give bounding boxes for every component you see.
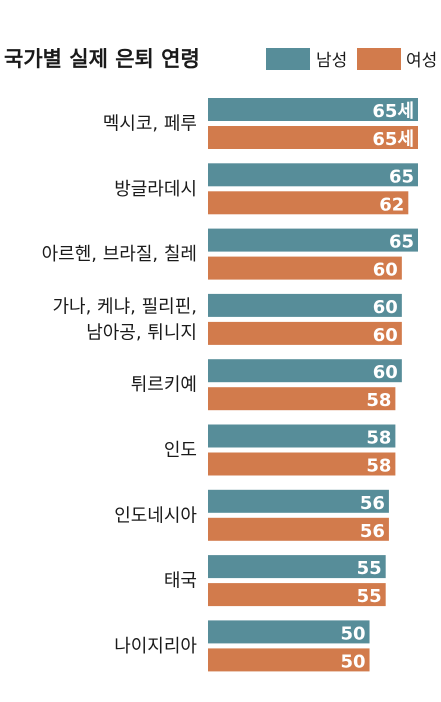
bar-female-8 bbox=[208, 648, 370, 672]
bar-label-female-4: 58 bbox=[366, 390, 391, 411]
bar-female-0 bbox=[208, 126, 418, 149]
bar-label-male-1: 65 bbox=[389, 166, 414, 187]
category-label-3-line-1: 남아공, 튀니지 bbox=[86, 322, 197, 343]
bar-label-female-5: 58 bbox=[366, 456, 391, 477]
category-label-6: 인도네시아 bbox=[114, 505, 197, 526]
bar-label-female-7: 55 bbox=[357, 586, 382, 607]
bar-female-7 bbox=[208, 583, 386, 607]
bar-label-female-8: 50 bbox=[340, 651, 365, 672]
bar-female-1 bbox=[208, 191, 409, 215]
bar-female-5 bbox=[208, 452, 396, 476]
category-label-0: 멕시코, 페루 bbox=[103, 114, 197, 135]
category-label-4: 튀르키예 bbox=[131, 375, 197, 396]
bar-male-0 bbox=[208, 98, 418, 121]
bar-label-male-2: 65 bbox=[389, 232, 414, 253]
legend-label-male: 남성 bbox=[316, 51, 347, 71]
bar-male-8 bbox=[208, 620, 370, 644]
bar-label-male-4: 60 bbox=[373, 362, 398, 383]
bar-label-female-3: 60 bbox=[373, 325, 398, 346]
legend-label-female: 여성 bbox=[406, 51, 437, 71]
category-label-2: 아르헨, 브라질, 칠레 bbox=[42, 244, 197, 265]
bar-label-male-3: 60 bbox=[373, 297, 398, 318]
bar-male-3 bbox=[208, 293, 402, 317]
bar-label-male-7: 55 bbox=[357, 558, 382, 579]
bar-female-6 bbox=[208, 517, 389, 541]
bar-male-5 bbox=[208, 424, 396, 448]
bar-male-2 bbox=[208, 228, 418, 252]
bar-label-female-1: 62 bbox=[379, 194, 404, 215]
bar-male-6 bbox=[208, 489, 389, 513]
category-label-3-line-0: 가나, 케냐, 필리핀, bbox=[52, 296, 197, 317]
category-label-8: 나이지리아 bbox=[114, 636, 197, 657]
bar-label-male-0: 65세 bbox=[372, 101, 414, 122]
chart-title: 국가별 실제 은퇴 연령 bbox=[4, 47, 200, 71]
bar-label-male-6: 56 bbox=[360, 493, 385, 514]
bar-female-3 bbox=[208, 321, 402, 345]
bar-label-male-8: 50 bbox=[340, 623, 365, 644]
category-label-7: 태국 bbox=[164, 571, 197, 592]
bar-female-2 bbox=[208, 256, 402, 280]
bar-label-female-2: 60 bbox=[373, 260, 398, 281]
bar-label-female-6: 56 bbox=[360, 521, 385, 542]
legend-swatch-female bbox=[357, 48, 401, 70]
bar-label-female-0: 65세 bbox=[372, 129, 414, 150]
legend-swatch-male bbox=[266, 48, 310, 70]
category-label-1: 방글라데시 bbox=[114, 179, 197, 200]
bar-label-male-5: 58 bbox=[366, 428, 391, 449]
bar-male-1 bbox=[208, 163, 418, 187]
bar-female-4 bbox=[208, 387, 396, 411]
bar-male-4 bbox=[208, 359, 402, 383]
category-label-5: 인도 bbox=[164, 440, 197, 461]
bar-male-7 bbox=[208, 555, 386, 579]
